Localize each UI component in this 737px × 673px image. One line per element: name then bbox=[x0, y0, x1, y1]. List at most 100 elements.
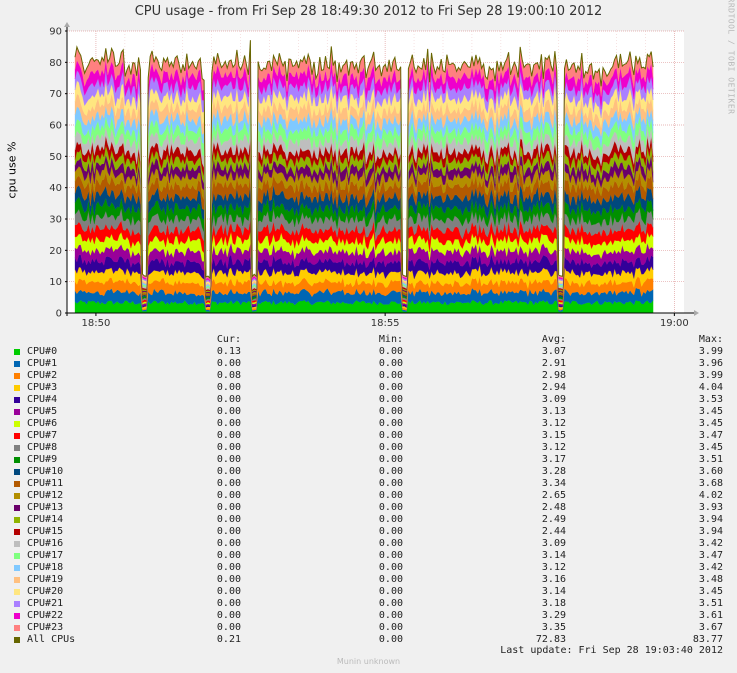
value-cur: 0.00 bbox=[216, 538, 241, 549]
value-cur: 0.00 bbox=[216, 466, 241, 477]
value-min: 0.00 bbox=[378, 526, 403, 537]
series-name: CPU#0 bbox=[27, 346, 58, 357]
value-max: 3.67 bbox=[698, 622, 723, 633]
value-avg: 2.94 bbox=[541, 382, 566, 393]
legend-row-cpu-20: CPU#20 0.00 0.00 3.14 3.45 bbox=[0, 586, 737, 598]
value-max: 3.47 bbox=[698, 550, 723, 561]
footer-text: Munin unknown bbox=[336, 657, 401, 666]
legend-row-cpu-23: CPU#23 0.00 0.00 3.35 3.67 bbox=[0, 622, 737, 634]
y-tick-label: 50 bbox=[49, 152, 62, 163]
value-max: 3.45 bbox=[698, 418, 723, 429]
legend-swatch bbox=[14, 553, 20, 559]
legend-swatch bbox=[14, 589, 20, 595]
series-name: CPU#13 bbox=[27, 502, 64, 513]
value-min: 0.00 bbox=[378, 358, 403, 369]
value-max: 4.04 bbox=[698, 382, 723, 393]
column-header-avg: Avg: bbox=[541, 334, 566, 345]
legend-row-cpu-3: CPU#3 0.00 0.00 2.94 4.04 bbox=[0, 382, 737, 394]
value-max: 3.45 bbox=[698, 442, 723, 453]
value-min: 0.00 bbox=[378, 586, 403, 597]
value-min: 0.00 bbox=[378, 574, 403, 585]
legend-swatch bbox=[14, 481, 20, 487]
series-name: CPU#1 bbox=[27, 358, 58, 369]
legend-row-cpu-17: CPU#17 0.00 0.00 3.14 3.47 bbox=[0, 550, 737, 562]
value-cur: 0.00 bbox=[216, 562, 241, 573]
value-avg: 3.35 bbox=[541, 622, 566, 633]
legend-swatch bbox=[14, 601, 20, 607]
value-min: 0.00 bbox=[378, 466, 403, 477]
series-name: CPU#23 bbox=[27, 622, 64, 633]
value-avg: 3.07 bbox=[541, 346, 566, 357]
legend-row-all-cpus: All CPUs 0.21 0.00 72.83 83.77 bbox=[0, 634, 737, 646]
column-header-max: Max: bbox=[698, 334, 723, 345]
series-name: CPU#19 bbox=[27, 574, 64, 585]
value-cur: 0.00 bbox=[216, 574, 241, 585]
value-avg: 2.65 bbox=[541, 490, 566, 501]
value-min: 0.00 bbox=[378, 430, 403, 441]
value-max: 3.96 bbox=[698, 358, 723, 369]
last-update: Last update: Fri Sep 28 19:03:40 2012 bbox=[500, 645, 723, 656]
value-cur: 0.00 bbox=[216, 514, 241, 525]
value-max: 3.47 bbox=[698, 430, 723, 441]
legend-row-cpu-22: CPU#22 0.00 0.00 3.29 3.61 bbox=[0, 610, 737, 622]
series-name: CPU#7 bbox=[27, 430, 58, 441]
value-cur: 0.08 bbox=[216, 370, 241, 381]
value-min: 0.00 bbox=[378, 394, 403, 405]
value-cur: 0.00 bbox=[216, 418, 241, 429]
value-avg: 3.12 bbox=[541, 442, 566, 453]
series-name: All CPUs bbox=[27, 634, 76, 645]
legend-swatch bbox=[14, 505, 20, 511]
series-name: CPU#17 bbox=[27, 550, 64, 561]
value-cur: 0.00 bbox=[216, 442, 241, 453]
legend-row-cpu-19: CPU#19 0.00 0.00 3.16 3.48 bbox=[0, 574, 737, 586]
x-tick-label: 19:00 bbox=[660, 318, 689, 329]
legend-swatch bbox=[14, 397, 20, 403]
series-name: CPU#15 bbox=[27, 526, 64, 537]
y-tick-label: 30 bbox=[49, 215, 62, 226]
value-max: 3.45 bbox=[698, 586, 723, 597]
value-avg: 2.44 bbox=[541, 526, 566, 537]
series-name: CPU#6 bbox=[27, 418, 58, 429]
value-max: 3.68 bbox=[698, 478, 723, 489]
value-max: 3.99 bbox=[698, 346, 723, 357]
legend-swatch bbox=[14, 517, 20, 523]
series-name: CPU#8 bbox=[27, 442, 58, 453]
value-avg: 3.14 bbox=[541, 550, 566, 561]
value-max: 3.45 bbox=[698, 406, 723, 417]
series-name: CPU#3 bbox=[27, 382, 58, 393]
legend-swatch bbox=[14, 577, 20, 583]
value-max: 3.51 bbox=[698, 598, 723, 609]
legend-row-cpu-12: CPU#12 0.00 0.00 2.65 4.02 bbox=[0, 490, 737, 502]
value-max: 3.94 bbox=[698, 526, 723, 537]
value-avg: 3.12 bbox=[541, 562, 566, 573]
legend-row-cpu-9: CPU#9 0.00 0.00 3.17 3.51 bbox=[0, 454, 737, 466]
x-tick-label: 18:50 bbox=[82, 318, 111, 329]
area-cpu-0 bbox=[74, 299, 654, 314]
value-min: 0.00 bbox=[378, 490, 403, 501]
legend-swatch bbox=[14, 445, 20, 451]
value-max: 4.02 bbox=[698, 490, 723, 501]
legend-swatch bbox=[14, 529, 20, 535]
value-min: 0.00 bbox=[378, 418, 403, 429]
value-avg: 2.91 bbox=[541, 358, 566, 369]
legend-row-cpu-6: CPU#6 0.00 0.00 3.12 3.45 bbox=[0, 418, 737, 430]
y-tick-label: 90 bbox=[49, 27, 62, 38]
value-avg: 72.83 bbox=[535, 634, 566, 645]
value-min: 0.00 bbox=[378, 598, 403, 609]
value-min: 0.00 bbox=[378, 382, 403, 393]
legend-swatch bbox=[14, 421, 20, 427]
legend-row-cpu-7: CPU#7 0.00 0.00 3.15 3.47 bbox=[0, 430, 737, 442]
value-avg: 3.16 bbox=[541, 574, 566, 585]
value-min: 0.00 bbox=[378, 346, 403, 357]
value-avg: 2.98 bbox=[541, 370, 566, 381]
value-cur: 0.00 bbox=[216, 406, 241, 417]
value-min: 0.00 bbox=[378, 406, 403, 417]
legend-swatch bbox=[14, 361, 20, 367]
legend-swatch bbox=[14, 565, 20, 571]
value-min: 0.00 bbox=[378, 562, 403, 573]
legend-row-cpu-18: CPU#18 0.00 0.00 3.12 3.42 bbox=[0, 562, 737, 574]
value-cur: 0.00 bbox=[216, 586, 241, 597]
x-tick-label: 18:55 bbox=[371, 318, 400, 329]
series-name: CPU#11 bbox=[27, 478, 64, 489]
y-tick-label: 20 bbox=[49, 246, 62, 257]
